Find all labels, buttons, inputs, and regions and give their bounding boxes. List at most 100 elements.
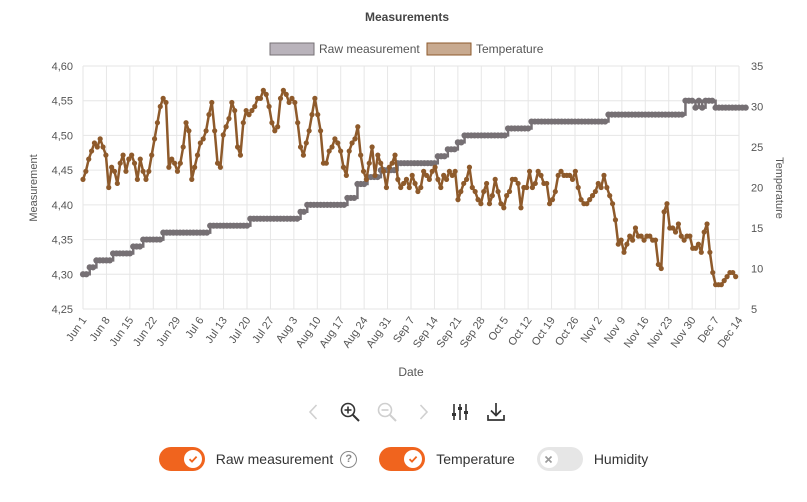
toggle-temperature[interactable]: Temperature — [379, 447, 515, 471]
zoom-out-button[interactable] — [373, 398, 401, 426]
temperature-point — [498, 201, 504, 207]
temperature-point — [134, 176, 140, 182]
temperature-point — [326, 148, 332, 154]
raw-measurement-point — [695, 97, 702, 104]
raw-measurement-point — [431, 160, 438, 167]
y-right-tick-label: 25 — [751, 142, 763, 154]
raw-measurement-point — [742, 104, 749, 111]
x-tick-label: Jun 1 — [64, 315, 89, 344]
temperature-point — [692, 245, 699, 251]
temperature-point — [524, 184, 530, 191]
measurements-chart: Measurements Raw measurement Temperature… — [28, 10, 785, 379]
zoom-out-icon — [377, 402, 397, 422]
raw-measurement-point — [89, 264, 97, 271]
temperature-point — [572, 168, 578, 174]
temperature-point — [615, 241, 621, 247]
temperature-point — [203, 128, 209, 134]
x-tick-label: Dec 14 — [716, 315, 746, 350]
temperature-point — [372, 172, 378, 178]
temperature-point — [678, 233, 684, 239]
y-axis-right: 5 10 15 20 25 30 35 — [751, 61, 763, 316]
pan-left-button[interactable] — [300, 398, 328, 426]
toggle-switch-humidity[interactable] — [536, 447, 583, 471]
x-icon — [545, 455, 553, 463]
temperature-point — [355, 124, 361, 130]
temperature-point — [246, 112, 252, 118]
temperature-point — [126, 156, 132, 162]
settings-button[interactable] — [446, 398, 474, 426]
toggle-humidity[interactable]: Humidity — [536, 447, 649, 471]
raw-measurement-point — [243, 222, 251, 229]
series-temperature — [80, 87, 739, 288]
y-left-tick-label: 4,40 — [52, 200, 73, 212]
y-left-tick-label: 4,25 — [52, 304, 73, 316]
temperature-point — [675, 221, 682, 227]
temperature-point — [346, 148, 352, 154]
temperature-point — [240, 120, 246, 126]
x-tick-label: Sep 28 — [458, 315, 488, 350]
temperature-point — [607, 193, 613, 199]
toggle-label-humidity: Humidity — [593, 451, 649, 467]
series-toggles: Raw measurement ? Temperature Humidity — [0, 444, 807, 474]
help-icon[interactable]: ? — [340, 450, 358, 468]
temperature-point — [335, 140, 341, 146]
legend-item-raw[interactable]: Raw measurement — [269, 42, 420, 56]
y-left-tick-label: 4,50 — [52, 130, 73, 142]
temperature-point — [206, 112, 212, 118]
temperature-point — [481, 188, 487, 195]
temperature-point — [163, 99, 169, 106]
temperature-point — [604, 184, 610, 191]
raw-measurement-point — [351, 194, 358, 202]
temperature-point — [687, 233, 693, 239]
temperature-point — [458, 188, 464, 195]
temperature-point — [292, 99, 298, 106]
pan-right-button[interactable] — [409, 398, 437, 426]
raw-measurement-point — [692, 104, 699, 111]
temperature-point — [512, 176, 518, 182]
chart-title: Measurements — [365, 10, 449, 24]
temperature-point — [555, 172, 561, 178]
temperature-point — [598, 184, 604, 191]
temperature-point — [192, 164, 198, 170]
chevron-right-icon — [420, 404, 429, 420]
temperature-point — [114, 180, 120, 187]
legend-item-temperature[interactable]: Temperature — [426, 42, 544, 56]
y-left-tick-label: 4,55 — [52, 96, 73, 108]
raw-measurement-point — [709, 97, 716, 104]
temperature-point — [229, 99, 235, 106]
x-tick-label: Oct 19 — [530, 315, 558, 348]
temperature-point — [194, 152, 201, 158]
temperature-point — [234, 144, 241, 150]
temperature-point — [401, 180, 407, 187]
temperature-point — [733, 274, 739, 280]
toggle-switch-temperature[interactable] — [379, 447, 426, 471]
temperature-point — [624, 241, 630, 247]
chart-toolbar — [300, 398, 510, 426]
zoom-in-button[interactable] — [336, 398, 364, 426]
temperature-point — [286, 99, 292, 106]
temperature-point — [340, 164, 347, 170]
temperature-point — [183, 120, 189, 126]
toggle-switch-raw[interactable] — [158, 447, 205, 471]
temperature-point — [475, 197, 481, 203]
raw-measurement-line — [83, 99, 746, 276]
temperature-point — [589, 193, 596, 199]
raw-measurement-point — [441, 153, 448, 160]
temperature-point — [472, 188, 478, 195]
temperature-point — [386, 164, 392, 170]
sliders-icon — [451, 404, 468, 420]
temperature-point — [323, 160, 329, 166]
temperature-point — [375, 152, 381, 158]
temperature-point — [710, 269, 716, 276]
raw-measurement-point — [156, 236, 164, 243]
y-right-tick-label: 35 — [751, 61, 763, 73]
toggle-raw-measurement[interactable]: Raw measurement ? — [158, 447, 358, 471]
temperature-point — [315, 112, 321, 118]
temperature-point — [532, 180, 538, 187]
download-button[interactable] — [482, 398, 510, 426]
temperature-point — [91, 140, 98, 146]
temperature-point — [466, 164, 473, 170]
temperature-point — [535, 168, 541, 174]
temperature-point — [117, 160, 123, 166]
temperature-point — [612, 217, 619, 223]
